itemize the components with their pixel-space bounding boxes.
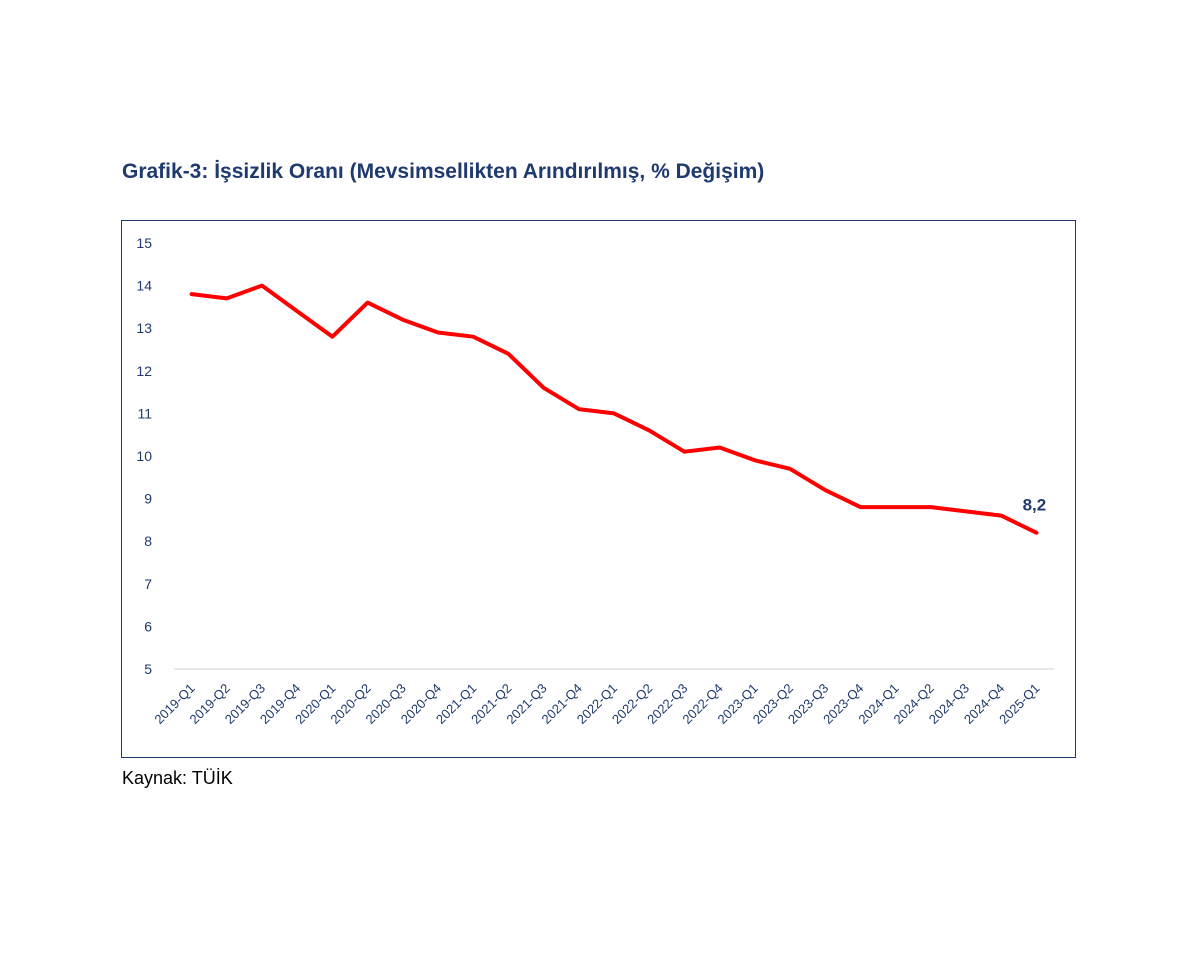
chart-title: Grafik-3: İşsizlik Oranı (Mevsimsellikte… <box>122 160 765 183</box>
y-tick-label: 15 <box>136 235 152 251</box>
y-axis: 15 14 13 12 11 10 9 8 7 6 5 <box>136 235 152 677</box>
y-tick-label: 6 <box>144 618 152 634</box>
y-tick-label: 12 <box>136 363 152 379</box>
series-line <box>189 283 1039 535</box>
x-axis: 2019-Q12019-Q22019-Q32019-Q42020-Q12020-… <box>151 668 1054 727</box>
y-tick-label: 14 <box>136 278 152 294</box>
y-tick-label: 7 <box>144 576 152 592</box>
line-chart: 15 14 13 12 11 10 9 8 7 6 5 2019-Q12019-Q22019-Q32… <box>136 235 1054 727</box>
y-tick-label: 8 <box>144 533 152 549</box>
chart-frame: 15 14 13 12 11 10 9 8 7 6 5 2019-Q1 2019-Q2 2019-Q3 2… <box>121 220 1076 758</box>
series-group <box>189 283 1039 535</box>
data-label: 8,2 <box>1023 496 1047 515</box>
source-note: Kaynak: TÜİK <box>122 768 233 788</box>
y-tick-label: 9 <box>144 491 152 507</box>
y-tick-label: 10 <box>136 448 152 464</box>
y-tick-label: 5 <box>144 661 152 677</box>
y-tick-label: 13 <box>136 320 152 336</box>
y-tick-label: 11 <box>137 405 152 421</box>
data-labels: 8,2 <box>1023 496 1047 515</box>
